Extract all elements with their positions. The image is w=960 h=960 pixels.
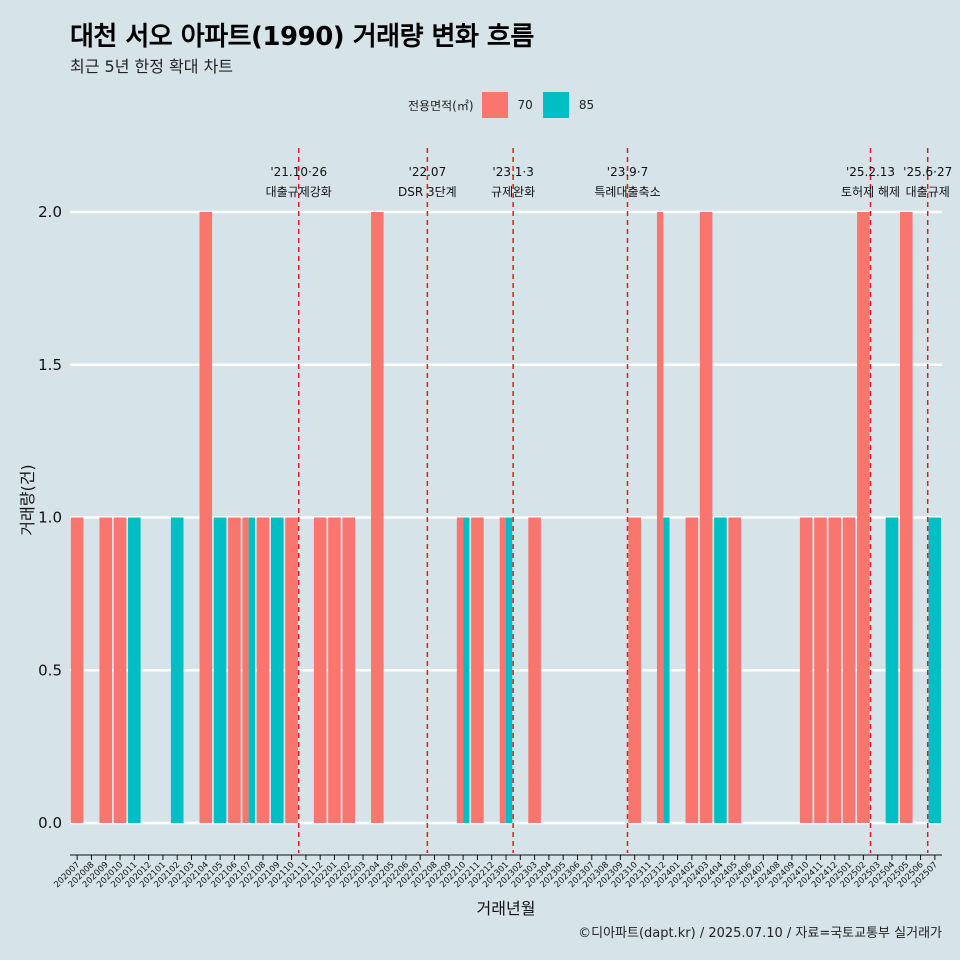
bar-70-202204 <box>371 212 384 823</box>
bar-85-202210 <box>463 517 470 823</box>
bar-70-202010 <box>113 517 127 823</box>
bar-85-202109 <box>270 517 284 823</box>
bar-70-202108 <box>256 517 270 823</box>
bar-70-202303 <box>528 517 541 823</box>
legend-swatch-85 <box>542 92 569 118</box>
bar-70-202211 <box>471 517 484 823</box>
bar-70-202312 <box>656 212 664 823</box>
bar-70-202405 <box>728 517 742 823</box>
bar-70-202411 <box>814 517 827 823</box>
bar-85-202107 <box>248 517 255 823</box>
bar-70-202412 <box>828 517 842 823</box>
legend-title: 전용면적(㎡) <box>408 98 474 113</box>
event-label-4: 토허제 해제 <box>841 185 900 199</box>
bar-70-202410 <box>799 517 813 823</box>
event-label-2: 규제완화 <box>491 185 535 199</box>
bar-70-202110 <box>285 517 298 823</box>
bar-70-202202 <box>342 517 356 823</box>
bar-85-202312 <box>663 517 670 823</box>
y-axis-title: 거래량(건) <box>18 464 37 535</box>
bar-85-202105 <box>213 517 227 823</box>
bar-70-202107 <box>242 517 249 823</box>
bar-70-202502 <box>857 212 870 823</box>
event-date-0: '21.10·26 <box>270 165 327 179</box>
bar-70-202210 <box>456 517 464 823</box>
bar-70-202501 <box>842 517 856 823</box>
y-tick-label: 1.0 <box>38 509 62 527</box>
bar-70-202007 <box>70 517 84 823</box>
bar-70-202403 <box>699 212 713 823</box>
bar-85-202507 <box>928 517 942 823</box>
event-date-4: '25.2.13 <box>846 165 895 179</box>
bar-70-202201 <box>328 517 341 823</box>
y-tick-label: 1.5 <box>38 356 62 374</box>
legend: 전용면적(㎡) 70 85 <box>408 92 604 118</box>
bar-70-202310 <box>628 517 641 823</box>
bar-70-202112 <box>313 517 327 823</box>
chart-subtitle: 최근 5년 한정 확대 차트 <box>70 57 234 76</box>
x-axis-title: 거래년월 <box>477 899 536 918</box>
event-label-3: 특례대출축소 <box>594 185 660 199</box>
event-label-5: 대출규제 <box>906 185 950 199</box>
y-tick-label: 2.0 <box>38 203 62 221</box>
bar-70-202402 <box>685 517 699 823</box>
y-tick-label: 0.0 <box>38 814 62 832</box>
legend-label-85: 85 <box>578 98 595 112</box>
y-tick-label: 0.5 <box>38 661 62 679</box>
source-caption: ©디아파트(dapt.kr) / 2025.07.10 / 자료=국토교통부 실… <box>578 926 942 941</box>
bar-70-202104 <box>199 212 213 823</box>
bar-70-202106 <box>228 517 241 823</box>
event-label-1: DSR 3단계 <box>398 185 457 199</box>
bar-70-202505 <box>899 212 913 823</box>
event-date-2: '23.1·3 <box>492 165 533 179</box>
event-date-3: '23.9·7 <box>607 165 648 179</box>
bar-70-202009 <box>99 517 113 823</box>
legend-swatch-70 <box>481 92 508 118</box>
event-date-5: '25.6·27 <box>903 165 952 179</box>
bar-85-202404 <box>714 517 727 823</box>
chart-title: 대천 서오 아파트(1990) 거래량 변화 흐름 <box>70 22 534 52</box>
bar-85-202301 <box>506 517 513 823</box>
bar-85-202504 <box>885 517 899 823</box>
event-label-0: 대출규제강화 <box>266 185 332 199</box>
bar-85-202102 <box>170 517 184 823</box>
bar-70-202301 <box>499 517 506 823</box>
legend-label-70: 70 <box>517 98 533 112</box>
event-date-1: '22.07 <box>409 165 447 179</box>
bar-85-202011 <box>128 517 141 823</box>
